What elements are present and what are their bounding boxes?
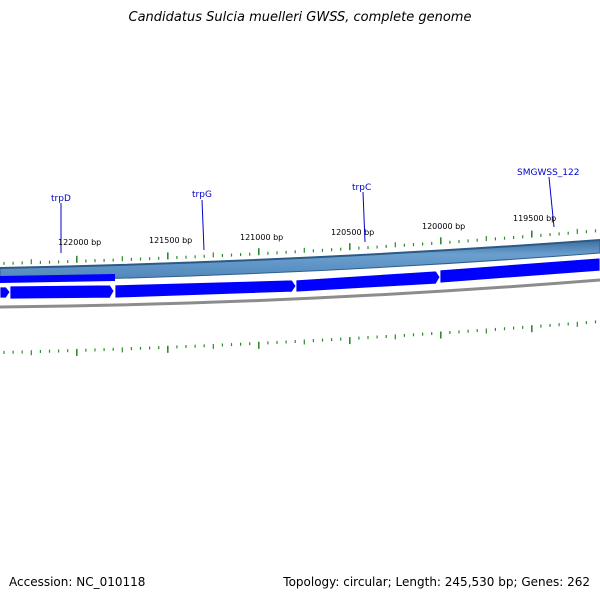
gene-label-trpG: trpG: [192, 190, 212, 200]
bp-label: 120500 bp: [331, 228, 374, 237]
genome-summary: Topology: circular; Length: 245,530 bp; …: [283, 575, 590, 589]
gene-arrow: [0, 274, 115, 283]
inner-tick-track: [3, 320, 597, 356]
bp-label: 121000 bp: [240, 233, 283, 242]
forward-backbone-edge: [0, 239, 600, 269]
gene-connectors: [60, 176, 555, 253]
accession-label: Accession: NC_010118: [9, 575, 146, 589]
map-title: Candidatus Sulcia muelleri GWSS, complet…: [128, 10, 472, 25]
gene-arrow: [0, 286, 11, 299]
connector-trpC: [362, 191, 366, 243]
reverse-backbone: [0, 278, 600, 309]
gene-label-trpC: trpC: [352, 183, 371, 193]
bp-label: 120000 bp: [422, 222, 465, 231]
gene-label-trpD: trpD: [51, 194, 71, 204]
gene-arrow: [439, 257, 600, 284]
gene-arrow: [295, 270, 441, 293]
connector-SMGWSS_122: [548, 176, 555, 228]
bp-label: 122000 bp: [58, 238, 101, 247]
bp-label: 121500 bp: [149, 236, 192, 245]
gene-arrow: [114, 279, 297, 299]
connector-trpG: [201, 199, 205, 251]
bp-label: 119500 bp: [513, 214, 556, 223]
gene-arrow: [9, 284, 115, 300]
gene-arrows: [0, 257, 600, 300]
gene-label-SMGWSS_122: SMGWSS_122: [517, 168, 579, 178]
outer-tick-track: [3, 228, 597, 265]
